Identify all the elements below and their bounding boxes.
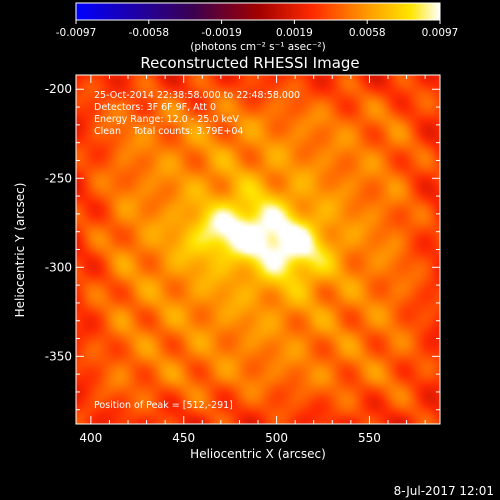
colorbar-tick-label: -0.0097 xyxy=(56,27,97,39)
colorbar xyxy=(75,2,441,21)
y-tick-label: -350 xyxy=(45,349,72,363)
x-tick-label: 400 xyxy=(79,431,102,445)
x-tick-label: 550 xyxy=(358,431,381,445)
colorbar-unit-label: (photons cm⁻² s⁻¹ asec⁻²) xyxy=(190,41,325,53)
annotation-total-counts: Clean Total counts: 3.79E+04 xyxy=(94,126,243,137)
x-axis-label: Heliocentric X (arcsec) xyxy=(190,447,326,461)
chart-title: Reconstructed RHESSI Image xyxy=(140,54,359,72)
colorbar-tick-label: 0.0058 xyxy=(349,27,386,39)
annotation-detectors: Detectors: 3F 6F 9F, Att 0 xyxy=(94,102,216,113)
annotation-energy-range: Energy Range: 12.0 - 25.0 keV xyxy=(94,114,239,125)
x-axis-ticks: 400 450 500 550 xyxy=(79,75,426,445)
y-tick-label: -300 xyxy=(45,260,72,274)
colorbar-tick-label: -0.0019 xyxy=(201,27,242,39)
y-axis-ticks: -200 -250 -300 -350 xyxy=(45,82,440,411)
x-tick-label: 500 xyxy=(265,431,288,445)
y-axis-label: Heliocentric Y (arcsec) xyxy=(13,183,27,318)
colorbar-tick-label: 0.0097 xyxy=(422,27,459,39)
annotation-time-range: 25-Oct-2014 22:38:58.000 to 22:48:58.000 xyxy=(94,90,300,101)
colorbar-tick-label: 0.0019 xyxy=(276,27,313,39)
heatmap-image xyxy=(76,75,440,424)
x-tick-label: 450 xyxy=(172,431,195,445)
timestamp: 8-Jul-2017 12:01 xyxy=(394,484,494,498)
peak-position-label: Position of Peak = [512,-291] xyxy=(94,400,233,411)
y-tick-label: -200 xyxy=(45,82,72,96)
y-tick-label: -250 xyxy=(45,171,72,185)
colorbar-ticks: -0.0097 -0.0058 -0.0019 0.0019 0.0058 0.0097 xyxy=(56,20,459,39)
colorbar-tick-label: -0.0058 xyxy=(129,27,170,39)
